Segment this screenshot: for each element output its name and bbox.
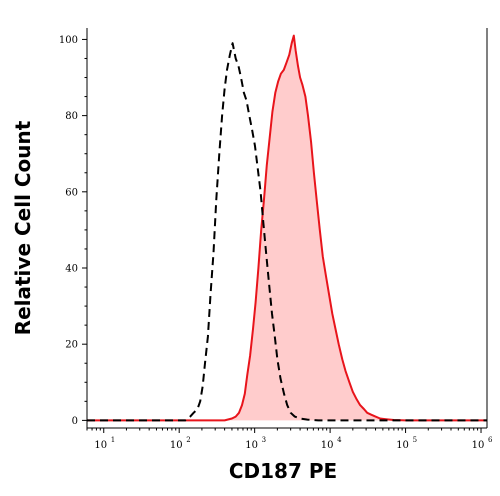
y-tick-label: 40 xyxy=(65,264,78,275)
x-axis-title: CD187 PE xyxy=(229,459,337,483)
x-tick-label: 10 1 xyxy=(94,436,115,451)
series-1-area xyxy=(87,35,487,421)
y-tick-label: 100 xyxy=(59,35,78,46)
x-tick-label-base: 10 xyxy=(472,440,485,451)
x-tick-label: 10 3 xyxy=(245,436,266,451)
x-tick-label-exponent: 3 xyxy=(262,436,266,444)
x-tick-label: 10 2 xyxy=(170,436,191,451)
y-tick-label: 60 xyxy=(65,187,78,198)
plot-area xyxy=(87,34,487,422)
x-tick-label: 10 5 xyxy=(396,436,417,451)
x-tick-label-base: 10 xyxy=(94,440,107,451)
x-tick-label-exponent: 5 xyxy=(413,436,417,444)
y-axis-title: Relative Cell Count xyxy=(11,120,35,335)
y-tick-label: 80 xyxy=(65,111,78,122)
x-tick-label-base: 10 xyxy=(245,440,258,451)
x-tick-label-exponent: 6 xyxy=(488,436,493,444)
x-tick-label-base: 10 xyxy=(396,440,409,451)
x-tick-label-exponent: 2 xyxy=(186,436,190,444)
x-tick-label-base: 10 xyxy=(321,440,334,451)
x-tick-label-exponent: 4 xyxy=(337,436,342,444)
series-0-line xyxy=(87,42,487,422)
x-tick-label-base: 10 xyxy=(170,440,183,451)
x-tick-label: 10 4 xyxy=(321,436,342,451)
series-1-line xyxy=(87,34,487,422)
y-tick-label: 20 xyxy=(65,340,78,351)
x-tick-label: 10 6 xyxy=(472,436,493,451)
y-tick-label: 0 xyxy=(72,416,78,427)
x-tick-label-exponent: 1 xyxy=(111,436,115,444)
